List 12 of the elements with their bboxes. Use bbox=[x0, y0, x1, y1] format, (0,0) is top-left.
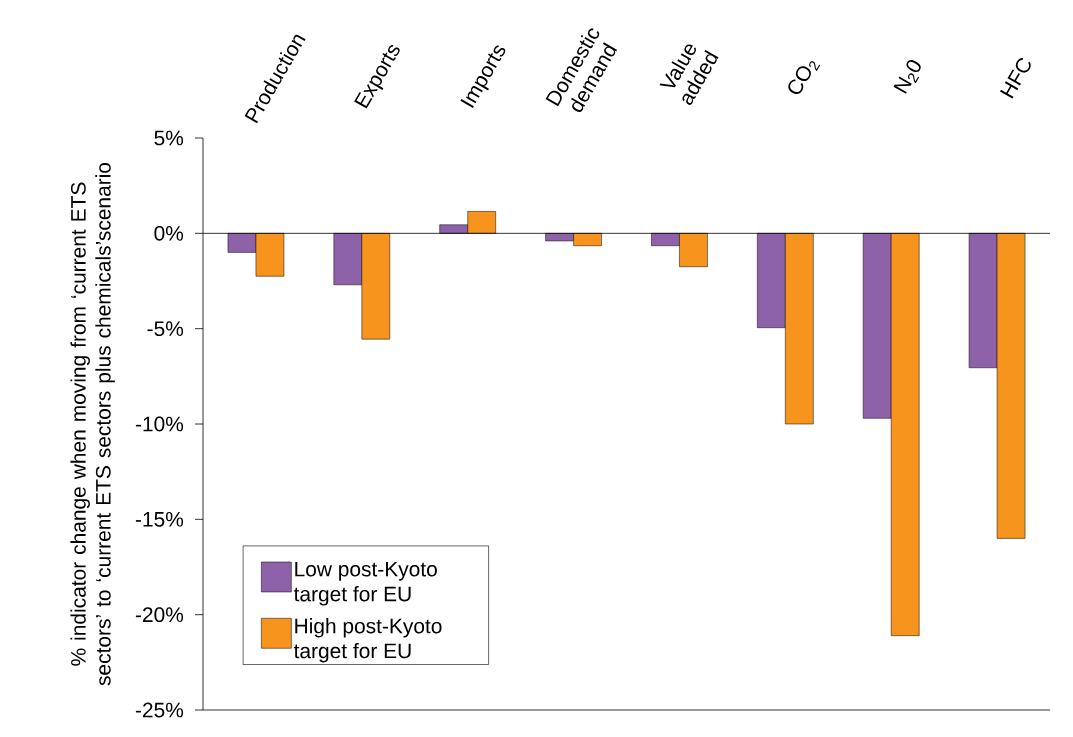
x-tick-label: N$_{2}$0 bbox=[893, 60, 921, 94]
legend-label: High post-Kyoto target for EU bbox=[293, 618, 442, 663]
y-tick-label: 0% bbox=[154, 225, 184, 241]
y-tick-label: -10% bbox=[135, 416, 184, 432]
x-tick-label: CO$_{2}$ bbox=[788, 61, 821, 95]
y-axis-title: % indicator change when moving from ‘current ETS sectors’ to ‘current ETS sectors plus chemicals’scenario bbox=[70, 162, 115, 686]
y-tick-label: -20% bbox=[135, 607, 184, 623]
y-tick-label: 5% bbox=[154, 130, 184, 146]
legend-label: Low post-Kyoto target for EU bbox=[293, 561, 437, 606]
y-tick-label: -5% bbox=[147, 321, 184, 337]
y-tick-label: -25% bbox=[135, 702, 184, 718]
y-tick-label: -15% bbox=[135, 511, 184, 527]
